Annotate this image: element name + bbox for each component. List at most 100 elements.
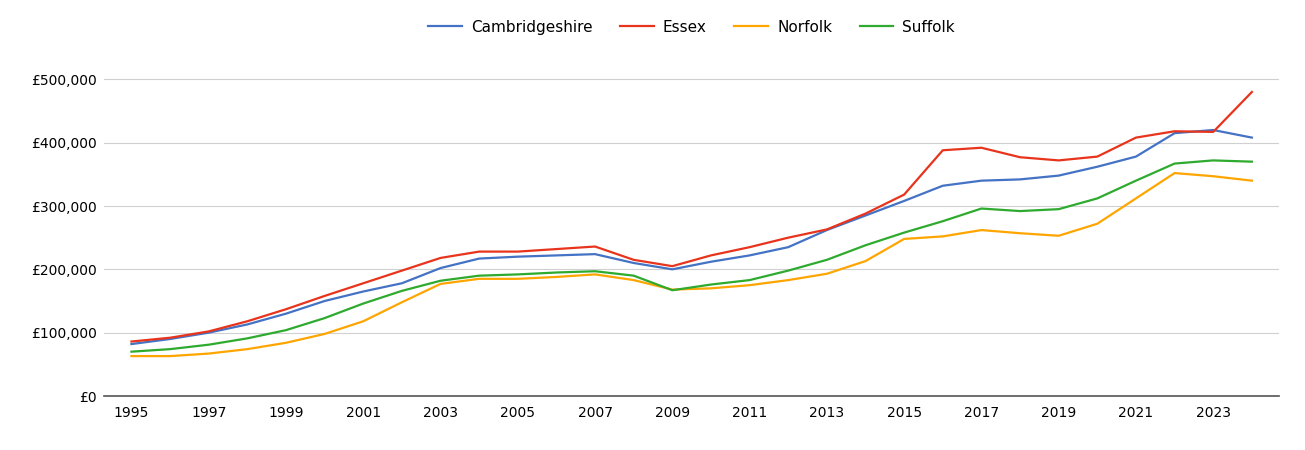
Suffolk <box>471 273 487 279</box>
Norfolk <box>1244 178 1259 183</box>
Essex <box>317 293 333 299</box>
Cambridgeshire <box>934 183 950 189</box>
Norfolk <box>278 340 294 346</box>
Norfolk <box>820 271 835 276</box>
Suffolk <box>820 257 835 262</box>
Essex <box>934 148 950 153</box>
Essex <box>1051 158 1066 163</box>
Essex <box>471 249 487 254</box>
Norfolk <box>741 283 757 288</box>
Suffolk <box>1090 196 1105 201</box>
Norfolk <box>124 353 140 359</box>
Essex <box>201 328 217 334</box>
Suffolk <box>317 315 333 321</box>
Suffolk <box>1128 178 1143 183</box>
Essex <box>703 253 719 258</box>
Suffolk <box>162 346 177 352</box>
Suffolk <box>780 268 796 273</box>
Suffolk <box>201 342 217 347</box>
Suffolk <box>897 230 912 235</box>
Norfolk <box>780 277 796 283</box>
Cambridgeshire <box>1206 127 1221 133</box>
Suffolk <box>548 270 564 275</box>
Cambridgeshire <box>664 267 680 272</box>
Norfolk <box>626 277 642 283</box>
Cambridgeshire <box>587 252 603 257</box>
Suffolk <box>240 336 256 341</box>
Essex <box>820 227 835 232</box>
Norfolk <box>1206 174 1221 179</box>
Cambridgeshire <box>897 198 912 204</box>
Essex <box>433 255 449 261</box>
Suffolk <box>433 278 449 284</box>
Essex <box>1013 154 1028 160</box>
Suffolk <box>934 219 950 224</box>
Norfolk <box>1167 171 1182 176</box>
Cambridgeshire <box>433 266 449 271</box>
Line: Cambridgeshire: Cambridgeshire <box>132 130 1251 344</box>
Suffolk <box>1244 159 1259 164</box>
Norfolk <box>355 319 371 324</box>
Essex <box>974 145 989 150</box>
Cambridgeshire <box>162 336 177 342</box>
Essex <box>1128 135 1143 140</box>
Essex <box>857 211 873 216</box>
Cambridgeshire <box>278 311 294 316</box>
Essex <box>240 319 256 324</box>
Cambridgeshire <box>240 322 256 327</box>
Suffolk <box>278 328 294 333</box>
Cambridgeshire <box>548 253 564 258</box>
Norfolk <box>587 272 603 277</box>
Cambridgeshire <box>780 244 796 250</box>
Cambridgeshire <box>1090 164 1105 170</box>
Essex <box>664 263 680 269</box>
Suffolk <box>1167 161 1182 166</box>
Essex <box>394 268 410 273</box>
Suffolk <box>741 277 757 283</box>
Legend: Cambridgeshire, Essex, Norfolk, Suffolk: Cambridgeshire, Essex, Norfolk, Suffolk <box>423 14 960 41</box>
Essex <box>626 257 642 262</box>
Norfolk <box>1051 233 1066 238</box>
Norfolk <box>162 353 177 359</box>
Suffolk <box>857 243 873 248</box>
Suffolk <box>664 288 680 293</box>
Norfolk <box>664 287 680 292</box>
Suffolk <box>124 349 140 354</box>
Cambridgeshire <box>626 260 642 265</box>
Cambridgeshire <box>1244 135 1259 140</box>
Norfolk <box>897 236 912 242</box>
Norfolk <box>934 234 950 239</box>
Cambridgeshire <box>317 298 333 304</box>
Cambridgeshire <box>1013 177 1028 182</box>
Norfolk <box>471 276 487 282</box>
Cambridgeshire <box>1167 130 1182 136</box>
Cambridgeshire <box>1128 154 1143 159</box>
Line: Essex: Essex <box>132 92 1251 342</box>
Essex <box>780 235 796 240</box>
Suffolk <box>587 269 603 274</box>
Essex <box>587 244 603 249</box>
Suffolk <box>355 301 371 306</box>
Suffolk <box>1051 207 1066 212</box>
Essex <box>162 335 177 341</box>
Cambridgeshire <box>394 280 410 286</box>
Essex <box>897 192 912 197</box>
Cambridgeshire <box>820 227 835 233</box>
Cambridgeshire <box>471 256 487 261</box>
Essex <box>1167 129 1182 134</box>
Norfolk <box>974 227 989 233</box>
Cambridgeshire <box>201 330 217 335</box>
Essex <box>124 339 140 344</box>
Norfolk <box>240 346 256 352</box>
Cambridgeshire <box>974 178 989 183</box>
Cambridgeshire <box>355 289 371 294</box>
Norfolk <box>703 286 719 291</box>
Essex <box>355 280 371 286</box>
Cambridgeshire <box>124 342 140 347</box>
Essex <box>1206 129 1221 135</box>
Suffolk <box>974 206 989 211</box>
Line: Suffolk: Suffolk <box>132 160 1251 351</box>
Norfolk <box>510 276 526 282</box>
Suffolk <box>510 272 526 277</box>
Norfolk <box>394 300 410 305</box>
